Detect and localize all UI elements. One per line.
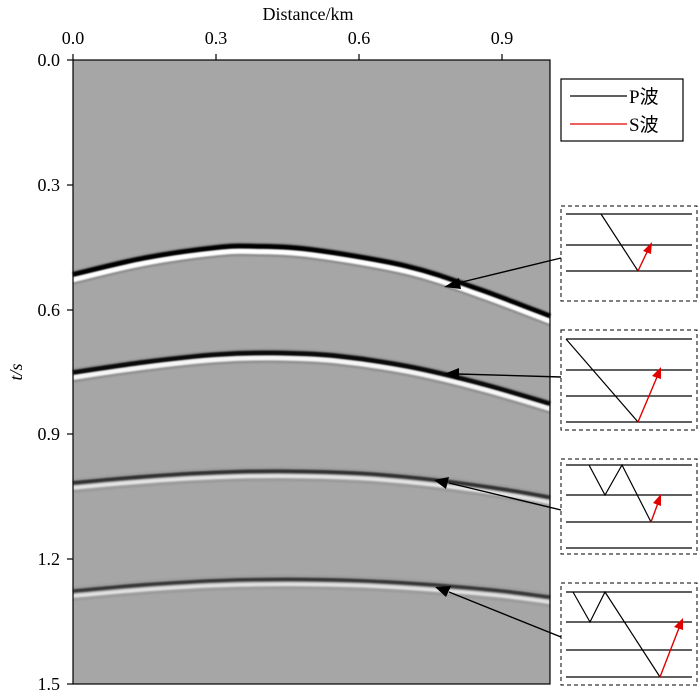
reflection-event-3-band-2	[72, 469, 551, 500]
reflection-event-1-band-1	[72, 241, 551, 315]
reflection-event-3-band-4	[72, 479, 551, 508]
plot-frame	[72, 59, 551, 685]
x-tick-label: 0.0	[62, 28, 85, 48]
reflection-event-1-band-3	[72, 248, 551, 324]
y-axis-ticks	[67, 59, 73, 685]
reflection-event-4-band-3	[72, 582, 551, 604]
x-tick-label: 0.9	[491, 28, 514, 48]
leader-arrow-2	[457, 373, 562, 378]
x-axis-ticks	[72, 54, 503, 60]
leader-arrow-4	[448, 591, 562, 638]
x-axis-label: Distance/km	[263, 4, 354, 24]
legend-p-label: P波	[629, 86, 659, 108]
raypath-inset-3	[560, 458, 698, 555]
reflection-event-1-band-2	[72, 243, 551, 319]
x-tick-label: 0.6	[348, 28, 371, 48]
y-tick-label: 1.5	[38, 674, 61, 694]
reflection-event-4-band-2	[72, 577, 551, 599]
reflection-event-1-band-4	[72, 254, 551, 327]
reflection-event-4-band-1	[72, 574, 551, 596]
reflection-event-2-band-3	[72, 355, 551, 411]
reflection-event-2-band-2	[72, 350, 551, 407]
reflection-event-2-band-1	[72, 348, 551, 403]
raypath-inset-1	[560, 205, 698, 302]
reflection-event-3-band-1	[72, 466, 551, 496]
raypath-inset-2	[560, 329, 698, 431]
y-tick-label: 0.3	[38, 175, 61, 195]
y-tick-label: 0.9	[38, 424, 61, 444]
y-axis-label: t/s	[6, 363, 26, 380]
leader-arrowhead-4	[435, 586, 451, 597]
y-tick-label: 1.2	[38, 549, 61, 569]
leader-arrowhead-3	[434, 477, 449, 489]
leader-arrows	[434, 257, 562, 638]
y-tick-label: 0.6	[38, 300, 61, 320]
reflection-event-2-band-4	[72, 360, 551, 414]
leader-arrowhead-1	[444, 278, 461, 289]
y-tick-label: 0.0	[38, 50, 61, 70]
raypath-inset-4	[560, 582, 698, 686]
legend: P波 S波	[560, 78, 684, 142]
leader-arrow-1	[457, 257, 562, 284]
reflection-event-4-band-4	[72, 587, 551, 608]
x-tick-label: 0.3	[205, 28, 228, 48]
leader-arrowhead-2	[444, 368, 459, 380]
leader-arrow-3	[448, 482, 562, 511]
legend-s-label: S波	[629, 114, 659, 136]
legend-box	[560, 78, 684, 142]
